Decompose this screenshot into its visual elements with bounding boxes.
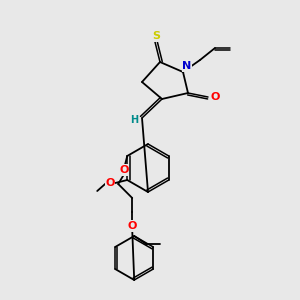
Text: N: N <box>182 61 192 71</box>
Text: O: O <box>106 178 115 188</box>
Text: O: O <box>119 165 129 175</box>
Text: O: O <box>210 92 220 102</box>
Text: O: O <box>128 221 137 231</box>
Text: H: H <box>130 115 138 125</box>
Text: S: S <box>152 31 160 41</box>
